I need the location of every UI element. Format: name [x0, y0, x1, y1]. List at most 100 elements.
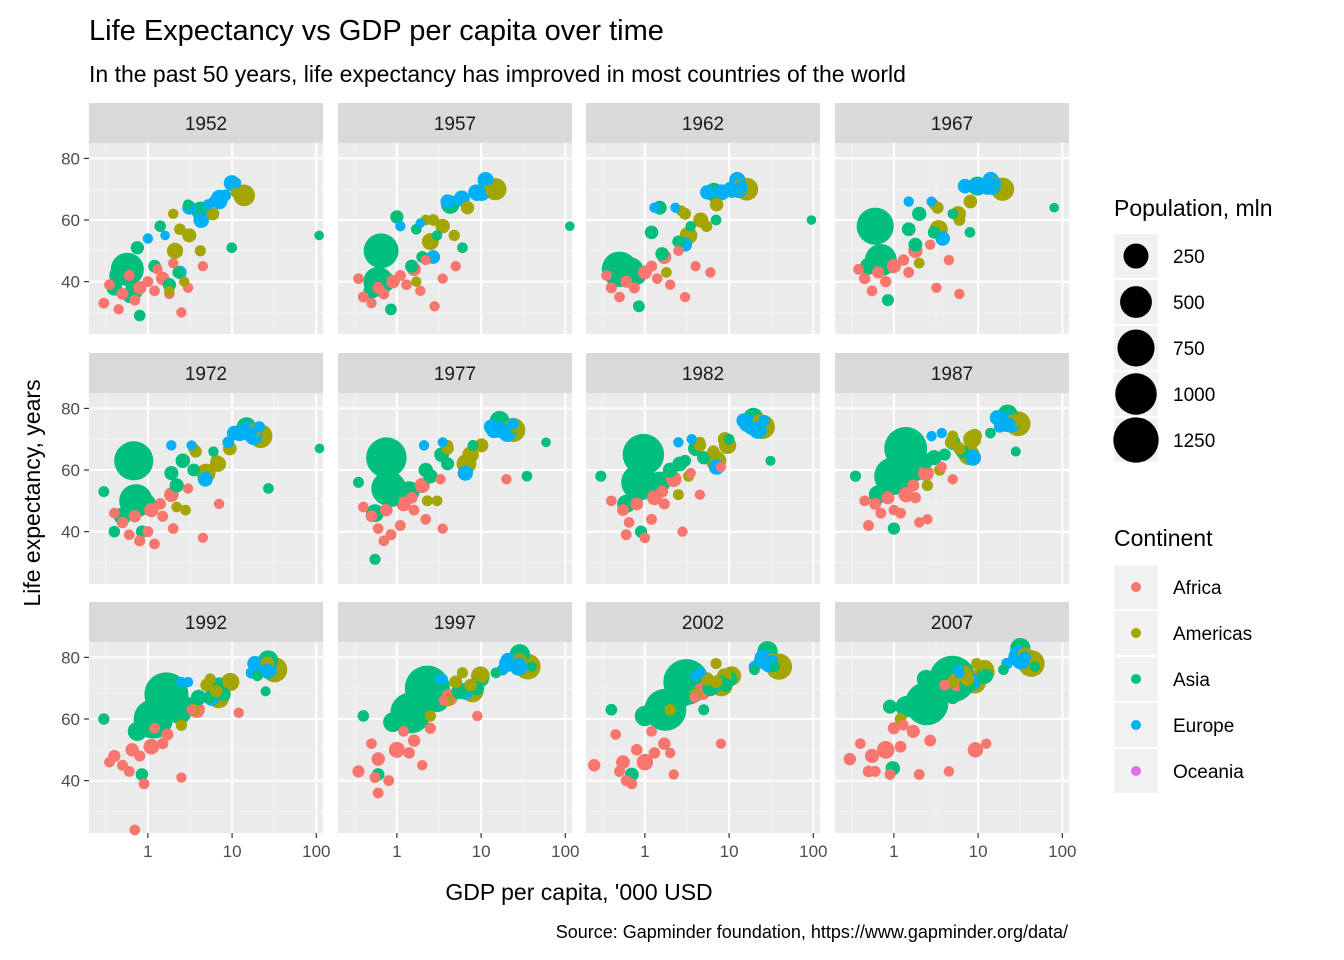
facet-panel: 1977 — [338, 353, 572, 584]
data-point — [456, 667, 468, 679]
facet-strip — [835, 353, 1069, 393]
data-point — [206, 207, 220, 221]
facet-panel: 1957 — [338, 103, 575, 334]
data-point — [182, 676, 194, 688]
data-point — [437, 273, 448, 284]
panel-background — [835, 393, 1069, 584]
size-legend-circle — [1117, 329, 1155, 367]
data-point — [142, 233, 154, 244]
data-point — [460, 201, 475, 215]
color-legend-label: Americas — [1173, 624, 1252, 645]
data-point — [606, 495, 617, 507]
data-point — [437, 673, 448, 685]
data-point — [473, 668, 489, 684]
chart-caption: Source: Gapminder foundation, https://ww… — [556, 922, 1068, 942]
data-point — [863, 520, 874, 531]
y-tick-label: 40 — [61, 523, 80, 542]
data-point — [564, 221, 575, 231]
data-point — [353, 273, 364, 284]
data-point — [964, 226, 976, 238]
facet-strip-label: 1967 — [931, 114, 973, 135]
color-legend-dot — [1131, 582, 1141, 592]
data-point — [630, 744, 643, 756]
data-point — [963, 194, 978, 209]
data-point — [457, 242, 468, 254]
data-point — [130, 241, 144, 255]
data-point — [448, 229, 460, 242]
data-point — [464, 678, 477, 692]
data-point — [143, 738, 160, 755]
facet-strip-label: 1992 — [185, 613, 227, 634]
data-point — [387, 494, 399, 507]
data-point — [179, 276, 190, 287]
data-point — [403, 747, 415, 759]
facet-panel: 2007 1 10 100 — [835, 602, 1077, 861]
data-point — [424, 710, 437, 722]
facet-strip — [586, 103, 820, 143]
data-point — [664, 704, 676, 716]
data-point — [843, 752, 857, 766]
data-point — [149, 285, 160, 297]
data-point — [411, 276, 422, 287]
data-point — [705, 267, 716, 278]
data-point — [197, 261, 209, 272]
data-point — [104, 756, 115, 768]
data-point — [922, 514, 933, 525]
data-point — [866, 285, 878, 297]
data-point — [166, 440, 177, 451]
data-point — [715, 738, 727, 749]
chart-title: Life Expectancy vs GDP per capita over t… — [89, 15, 664, 47]
data-point — [357, 710, 370, 722]
data-point — [979, 669, 994, 683]
data-point — [947, 430, 959, 442]
data-point — [371, 752, 385, 766]
color-legend-title: Continent — [1114, 525, 1213, 551]
data-point — [888, 504, 900, 516]
data-point — [981, 183, 993, 195]
data-point — [673, 437, 684, 448]
data-point — [260, 686, 271, 697]
facet-panel: 1962 — [586, 103, 820, 334]
data-point — [685, 220, 696, 232]
color-legend-dot — [1131, 720, 1141, 730]
data-point — [161, 728, 174, 741]
data-point — [482, 174, 494, 186]
panel-background — [586, 143, 820, 334]
data-point — [626, 778, 638, 790]
data-point — [176, 772, 187, 783]
data-point — [658, 737, 671, 750]
data-point — [168, 257, 179, 269]
data-point — [943, 766, 955, 777]
data-point — [405, 709, 419, 723]
data-point — [881, 491, 895, 505]
data-point — [129, 824, 141, 836]
data-point — [882, 699, 898, 714]
data-point — [587, 759, 601, 772]
data-point — [954, 667, 965, 679]
x-tick-label: 10 — [472, 842, 491, 861]
data-point — [420, 513, 432, 525]
data-point — [947, 474, 958, 485]
data-point — [358, 501, 369, 513]
facet-panel: 1952 40 60 80 — [61, 103, 324, 334]
data-point — [735, 180, 748, 192]
data-point — [620, 529, 632, 541]
data-point — [614, 291, 625, 303]
data-point — [897, 254, 910, 266]
size-legend-circle — [1113, 417, 1159, 463]
data-point — [154, 220, 166, 232]
data-point — [98, 486, 110, 498]
data-point — [366, 297, 377, 309]
data-point — [353, 476, 364, 488]
data-point — [876, 740, 895, 759]
data-point — [749, 664, 760, 676]
data-point — [665, 279, 676, 290]
y-axis-title: Life expectancy, years — [19, 379, 45, 606]
facet-panel: 1982 — [586, 353, 820, 584]
data-point — [679, 454, 692, 467]
data-point — [887, 722, 900, 735]
data-point — [645, 260, 658, 272]
data-point — [758, 414, 770, 427]
data-point — [431, 495, 443, 507]
facet-strip-label: 2007 — [931, 613, 973, 634]
